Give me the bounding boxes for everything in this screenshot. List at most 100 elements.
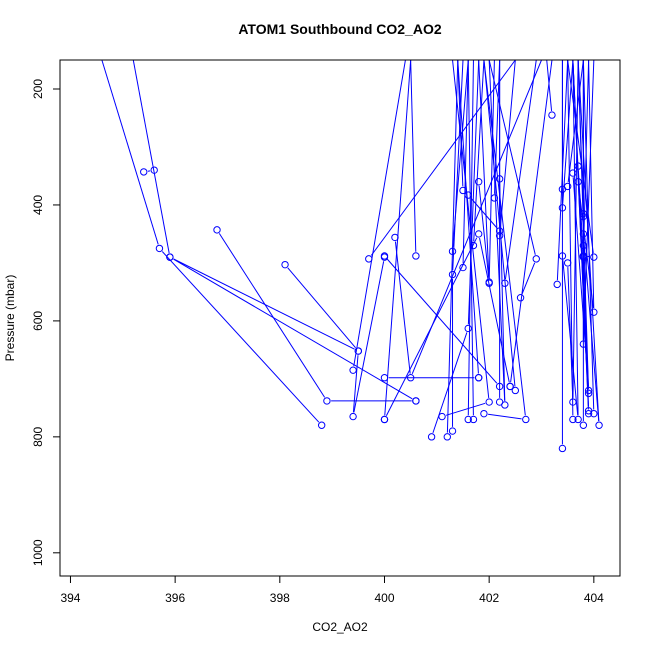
data-point [427,433,436,441]
series-segment [577,60,600,422]
data-point [569,415,577,424]
series-layer [101,60,603,453]
data-point [323,397,331,405]
data-point [380,374,389,382]
data-point [448,270,457,279]
series-38 [563,60,579,406]
y-tick-label: 1000 [31,539,45,566]
data-point [558,204,567,212]
series-segment [488,60,506,401]
x-tick-label: 398 [270,591,290,605]
data-point [485,398,493,406]
data-point [563,182,572,191]
series-segment [132,60,170,254]
series-26 [485,60,495,287]
data-point [558,252,567,260]
series-segment [572,60,589,407]
data-point [459,186,467,195]
data-point [579,421,588,429]
series-segment [499,60,516,232]
series-segment [473,60,485,242]
data-point [485,279,493,287]
data-point [150,166,158,174]
y-tick-label: 600 [31,311,45,331]
x-tick-label: 394 [60,591,80,605]
series-segment [521,262,536,295]
data-point [213,226,221,234]
series-segment [101,60,159,245]
series-segment [452,60,464,271]
series-1 [101,60,326,429]
data-point [365,255,373,263]
series-segment [494,60,501,194]
data-point [548,111,556,119]
series-segment [588,60,595,309]
series-segment [567,60,574,416]
data-point [569,398,577,406]
series-segment [504,60,537,280]
data-point [563,259,572,267]
data-point [140,168,148,176]
data-point [166,253,174,261]
series-segment [370,60,516,256]
data-point [464,415,472,424]
series-segment [352,355,359,413]
x-tick-label: 402 [479,591,499,605]
series-30 [501,60,537,287]
data-point [495,175,504,183]
series-segment [173,258,413,400]
data-point [501,401,509,409]
data-point [412,397,420,405]
series-29 [495,60,516,240]
series-25 [480,60,530,424]
series-47 [567,60,598,261]
data-point [281,260,289,269]
series-segment [478,185,490,278]
series-segment [353,261,385,413]
data-point [590,253,598,261]
series-17 [448,60,464,435]
data-point [443,433,451,441]
data-point [558,444,567,453]
data-point [349,366,357,374]
series-segment [546,60,553,111]
data-point [448,427,457,435]
data-point [474,178,483,186]
series-28 [488,60,509,409]
data-point [584,409,593,418]
series-4 [166,253,389,421]
series-segment [510,60,553,383]
series-segment [567,267,574,398]
series-segment [572,60,579,398]
data-point [448,247,457,256]
series-segment [457,60,464,187]
y-tick-label: 800 [31,427,45,447]
series-6 [281,260,363,355]
series-10 [380,252,504,391]
series-segment [483,60,526,416]
series-segment [457,60,479,374]
data-point [579,253,588,261]
series-segment [410,60,417,252]
series-segment [479,237,510,383]
series-segment [478,60,490,278]
series-48 [572,60,593,415]
series-segment [287,267,356,349]
x-axis: 394 396 398 400 402 404 [60,575,604,605]
series-27 [490,60,504,406]
x-tick-label: 400 [374,591,394,605]
data-point [380,415,389,424]
data-point [516,294,525,302]
data-point [474,374,483,382]
data-point [532,255,540,263]
series-segment [394,241,411,374]
series-segment [567,60,594,254]
series-3 [140,166,158,176]
series-8 [365,60,516,263]
series-19 [457,60,483,382]
series-segment [218,233,326,398]
series-segment [161,251,320,423]
series-11 [380,60,420,424]
plot-area [59,59,621,577]
data-point [490,194,499,202]
